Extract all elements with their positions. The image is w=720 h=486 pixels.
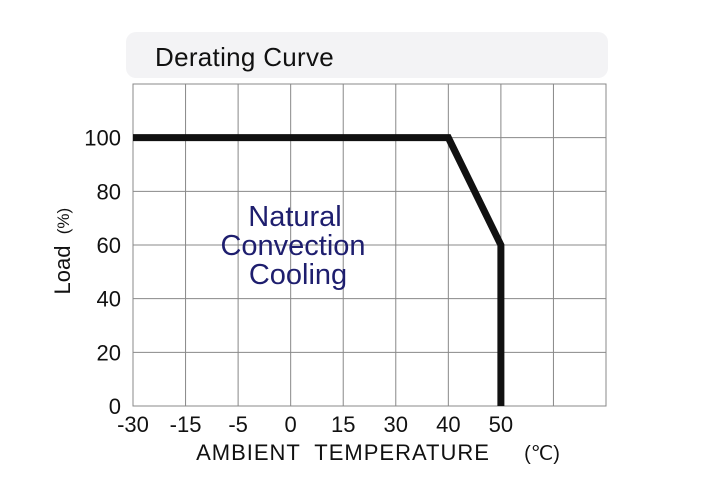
y-tick-label: 20 bbox=[97, 340, 121, 365]
y-axis-label: Load bbox=[50, 246, 75, 295]
title-banner bbox=[126, 32, 608, 78]
y-tick-label: 40 bbox=[97, 287, 121, 312]
x-tick-label: -5 bbox=[228, 412, 248, 437]
grid bbox=[132, 83, 607, 407]
annotation-line-2: Convection bbox=[220, 230, 365, 262]
x-tick-label: 50 bbox=[489, 412, 513, 437]
y-tick-label: 80 bbox=[97, 179, 121, 204]
tick-labels: -30 -15 -5 0 15 30 40 50 0 20 40 60 80 100 bbox=[84, 126, 513, 437]
x-axis-label: AMBIENT TEMPERATURE bbox=[196, 440, 490, 465]
x-tick-label: 40 bbox=[436, 412, 460, 437]
y-tick-label: 0 bbox=[109, 394, 121, 419]
x-tick-label: -30 bbox=[117, 412, 149, 437]
annotation-line-1: Natural bbox=[248, 201, 342, 233]
curve-layer bbox=[133, 134, 505, 406]
chart-title: Derating Curve bbox=[155, 42, 335, 72]
y-tick-label: 60 bbox=[97, 233, 121, 258]
y-axis-label-group: Load (%) bbox=[50, 208, 75, 295]
x-tick-label: 0 bbox=[285, 412, 297, 437]
x-tick-label: 30 bbox=[384, 412, 408, 437]
x-tick-label: -15 bbox=[170, 412, 202, 437]
annotation-line-3: Cooling bbox=[249, 259, 347, 291]
derating-curve bbox=[133, 134, 505, 406]
y-axis-unit: (%) bbox=[54, 208, 73, 234]
y-tick-label: 100 bbox=[84, 126, 121, 151]
x-tick-label: 15 bbox=[331, 412, 355, 437]
x-axis-unit: (℃) bbox=[524, 443, 560, 465]
